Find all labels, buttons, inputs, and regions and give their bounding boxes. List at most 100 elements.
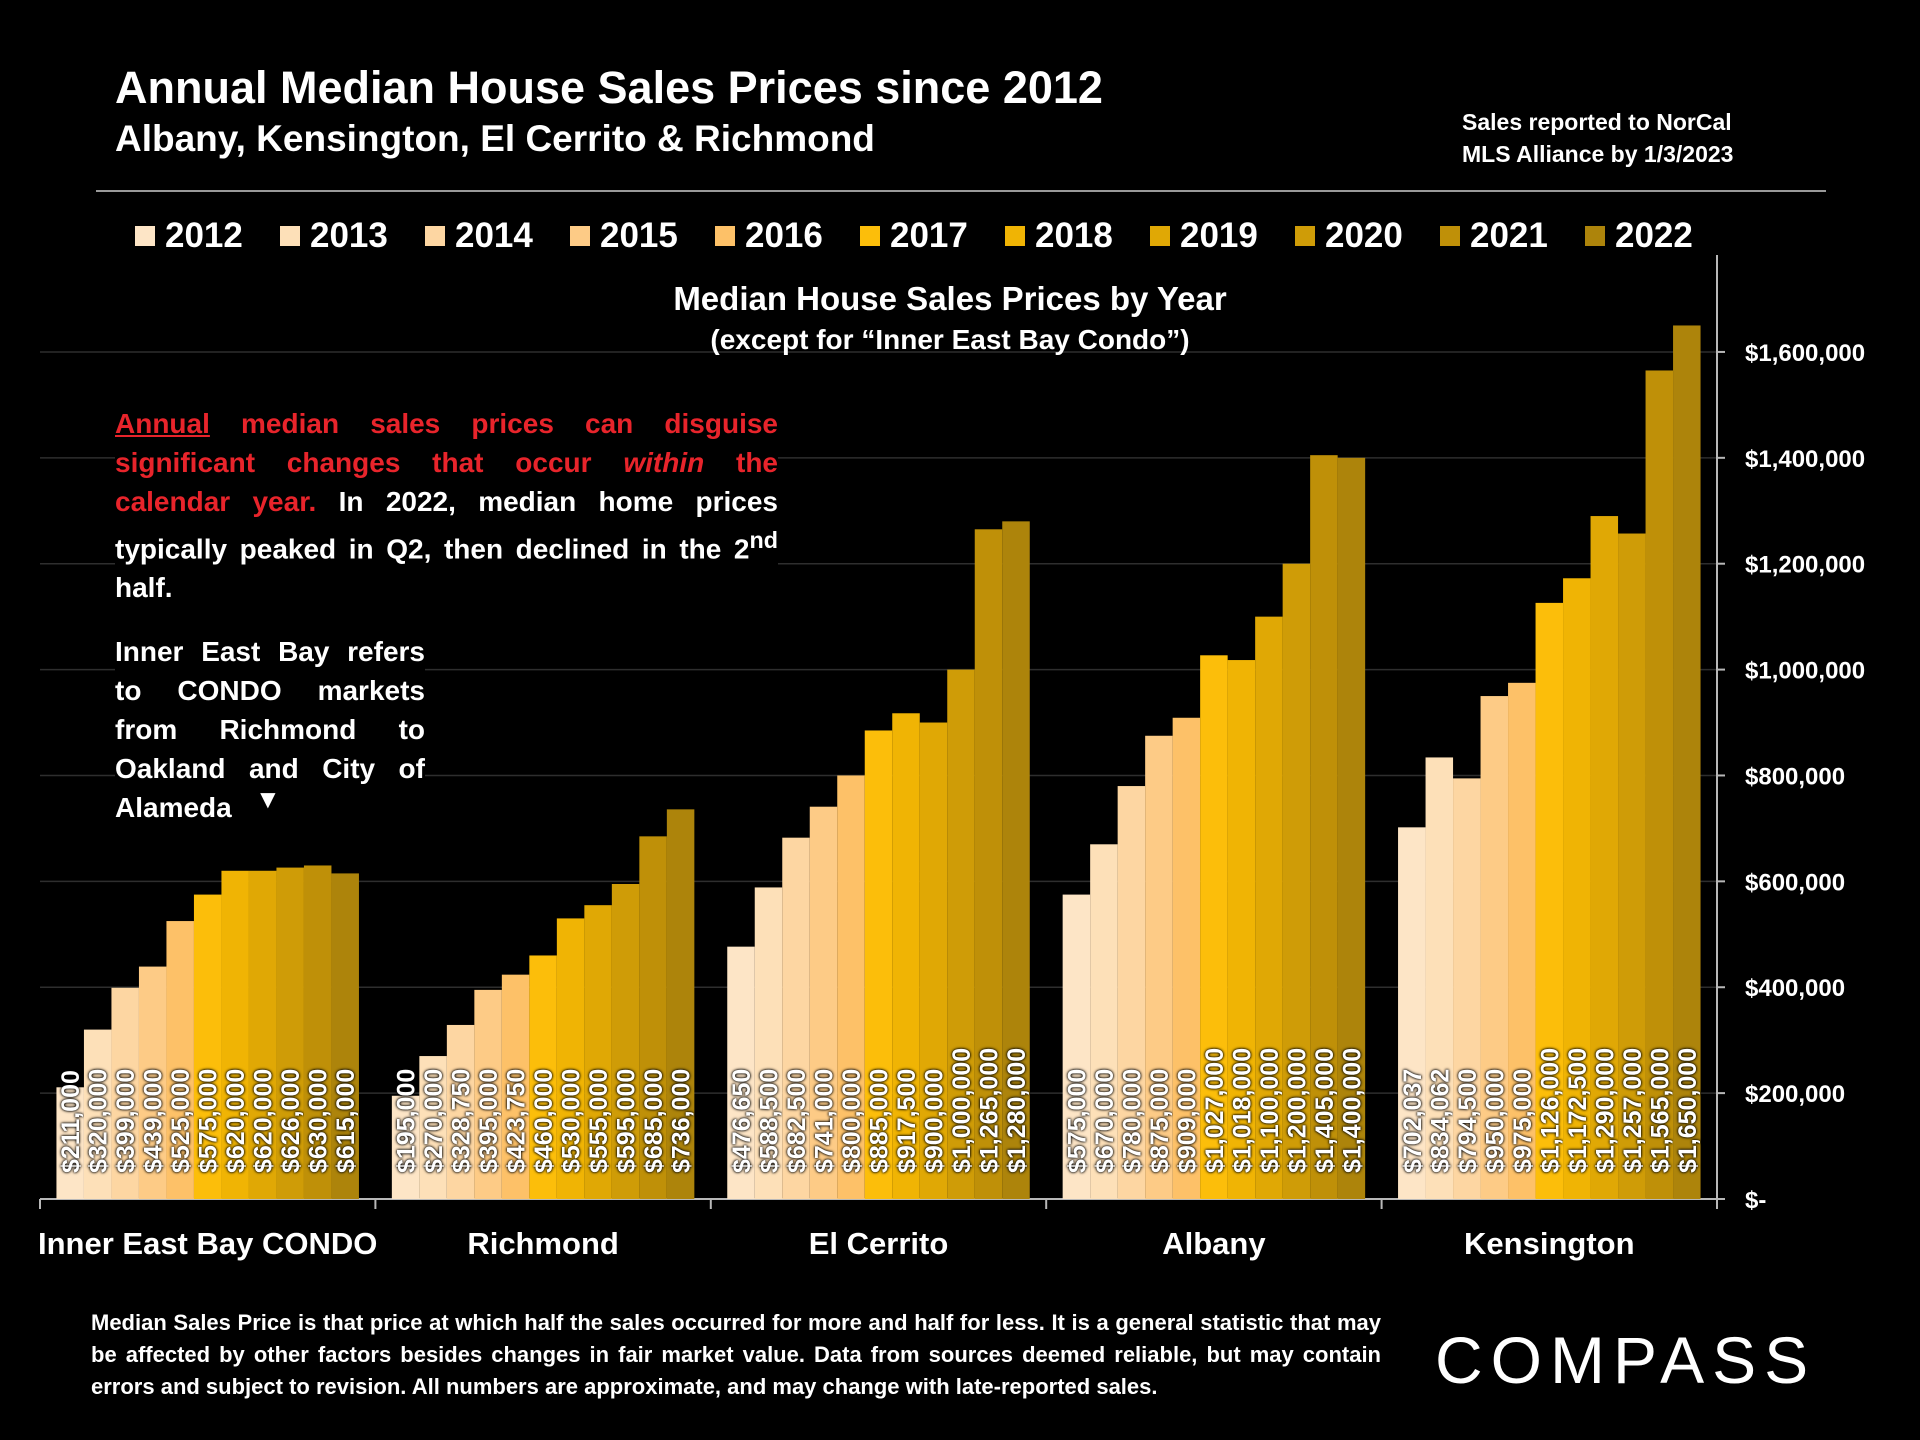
data-label: $800,000: [838, 1069, 866, 1173]
legend-label: 2018: [1035, 216, 1113, 255]
data-label: $1,280,000: [1003, 1048, 1031, 1173]
data-label: $615,000: [332, 1069, 360, 1173]
data-label: $1,650,000: [1674, 1048, 1702, 1173]
down-arrow-icon: ▼: [255, 784, 281, 814]
bar-el-cerrito-2016: [837, 775, 865, 1199]
legend-swatch: [280, 226, 300, 246]
data-label: $917,500: [893, 1069, 921, 1173]
y-tick-label: $1,000,000: [1745, 658, 1865, 685]
legend-swatch: [860, 226, 880, 246]
source-line-1: Sales reported to NorCal: [1462, 109, 1732, 135]
bar-kensington-2021: [1645, 370, 1674, 1199]
data-label: $620,000: [222, 1069, 250, 1173]
chart-heading: Median House Sales Prices by Year (excep…: [660, 280, 1240, 356]
legend-label: 2014: [455, 216, 533, 255]
data-label: $399,000: [112, 1069, 140, 1173]
legend-label: 2015: [600, 216, 678, 255]
bar-albany-2014: [1117, 786, 1146, 1199]
data-label: $1,405,000: [1311, 1048, 1339, 1173]
data-label: $630,000: [305, 1069, 333, 1173]
data-label: $626,000: [277, 1069, 305, 1173]
bar-kensington-2020: [1618, 533, 1646, 1199]
data-label: $620,000: [250, 1069, 278, 1173]
bar-albany-2022: [1337, 457, 1366, 1200]
legend-label: 2012: [165, 216, 243, 255]
y-tick-label: $1,600,000: [1745, 340, 1865, 367]
bar-kensington-2018: [1563, 578, 1591, 1199]
bar-el-cerrito-2014: [782, 837, 810, 1199]
note-white-part: In 2022, median home prices typically pe…: [115, 486, 778, 565]
data-label: $476,650: [728, 1069, 756, 1173]
x-category-label: Kensington: [1464, 1226, 1635, 1261]
bar-el-cerrito-2020: [947, 669, 975, 1199]
x-category-label: Albany: [1162, 1226, 1266, 1261]
data-label: $736,000: [668, 1069, 696, 1173]
data-label: $1,100,000: [1256, 1048, 1284, 1173]
legend-item-2018: 2018: [1005, 216, 1150, 256]
legend-label: 2022: [1615, 216, 1693, 255]
bar-richmond-2019: [584, 905, 612, 1199]
legend-item-2015: 2015: [570, 216, 715, 256]
y-tick-label: $800,000: [1745, 763, 1845, 790]
legend-item-2020: 2020: [1295, 216, 1440, 256]
data-label: $950,000: [1481, 1069, 1509, 1173]
y-tick-label: $400,000: [1745, 975, 1845, 1002]
data-label: $975,000: [1509, 1069, 1537, 1173]
data-label: $320,000: [85, 1069, 113, 1173]
data-label: $702,037: [1399, 1069, 1427, 1173]
note-red-part-2: the calendar year.: [115, 447, 778, 517]
legend-item-2017: 2017: [860, 216, 1005, 256]
bar-richmond-2014: [446, 1024, 475, 1199]
bar-inner-east-bay-condo-2015: [138, 966, 167, 1199]
data-label: $575,000: [1063, 1069, 1091, 1173]
legend-label: 2019: [1180, 216, 1258, 255]
legend-swatch: [1150, 226, 1170, 246]
legend-label: 2013: [310, 216, 388, 255]
bar-el-cerrito-2015: [809, 806, 838, 1199]
legend-swatch: [570, 226, 590, 246]
legend-item-2021: 2021: [1440, 216, 1585, 256]
chart-heading-line-1: Median House Sales Prices by Year: [673, 280, 1227, 317]
note-white-end: half.: [115, 572, 173, 604]
data-label: $575,000: [195, 1069, 223, 1173]
bar-richmond-2012: [391, 1095, 420, 1199]
data-label: $328,750: [448, 1069, 476, 1173]
bar-inner-east-bay-condo-2013: [83, 1029, 112, 1199]
bar-albany-2013: [1090, 844, 1118, 1199]
bar-inner-east-bay-condo-2016: [166, 921, 194, 1199]
legend-swatch: [1295, 226, 1315, 246]
legend-label: 2020: [1325, 216, 1403, 255]
x-category-label: Inner East Bay CONDO: [38, 1226, 377, 1261]
page-title: Annual Median House Sales Prices since 2…: [115, 62, 1103, 113]
data-label: $685,000: [640, 1069, 668, 1173]
bar-el-cerrito-2022: [1002, 521, 1030, 1199]
bar-kensington-2013: [1425, 757, 1454, 1199]
bar-inner-east-bay-condo-2017: [193, 894, 222, 1199]
page-subtitle: Albany, Kensington, El Cerrito & Richmon…: [115, 118, 875, 159]
bar-inner-east-bay-condo-2012: [56, 1087, 84, 1199]
data-label: $1,027,000: [1201, 1048, 1229, 1173]
bar-kensington-2015: [1480, 696, 1509, 1199]
data-label: $1,400,000: [1338, 1048, 1366, 1173]
legend-swatch: [135, 226, 155, 246]
legend-swatch: [715, 226, 735, 246]
data-label: $1,565,000: [1646, 1048, 1674, 1173]
chart-legend: 2012 2013 2014 2015 2016 2017 2018 2019 2020 2021…: [135, 216, 1730, 256]
data-label: $741,000: [811, 1069, 839, 1173]
data-label: $525,000: [167, 1069, 195, 1173]
legend-label: 2017: [890, 216, 968, 255]
bar-inner-east-bay-condo-2014: [111, 987, 139, 1199]
compass-logo: COMPASS: [1435, 1323, 1817, 1397]
bar-albany-2016: [1172, 717, 1201, 1199]
data-label: $530,000: [558, 1069, 586, 1173]
y-tick-label: $200,000: [1745, 1081, 1845, 1108]
data-label: $909,000: [1173, 1069, 1201, 1173]
data-label: $595,000: [613, 1069, 641, 1173]
data-label: $900,000: [921, 1069, 949, 1173]
bar-inner-east-bay-condo-2021: [303, 865, 332, 1199]
header-divider: [96, 190, 1826, 192]
legend-item-2022: 2022: [1585, 216, 1730, 256]
data-label: $460,000: [530, 1069, 558, 1173]
legend-label: 2021: [1470, 216, 1548, 255]
data-label: $794,500: [1454, 1069, 1482, 1173]
